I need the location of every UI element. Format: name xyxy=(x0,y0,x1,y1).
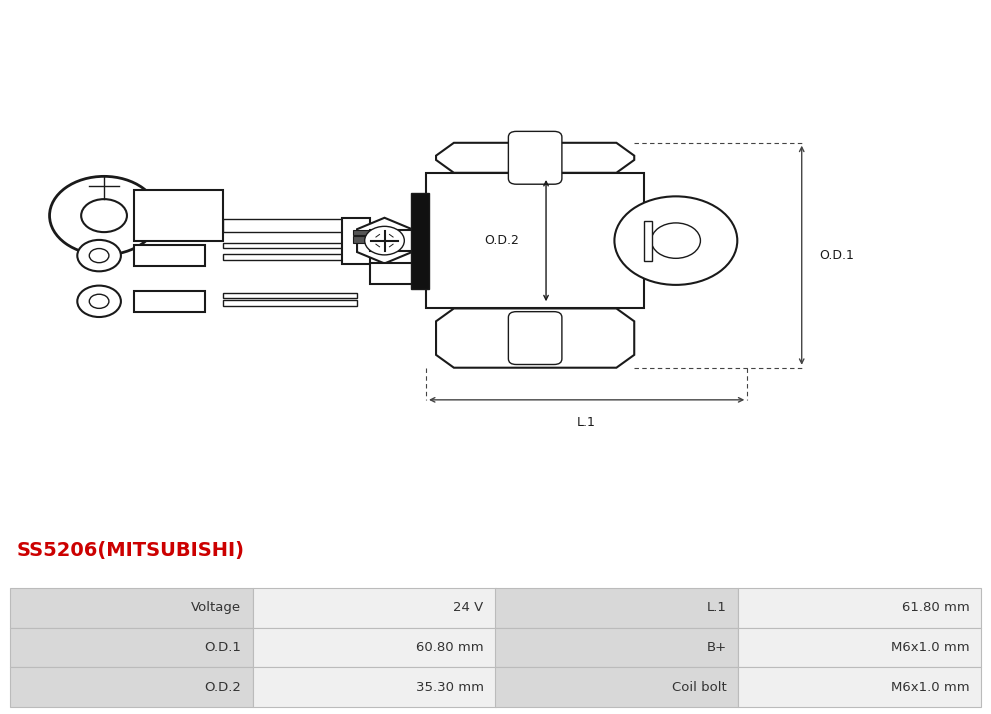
Bar xyxy=(353,230,370,235)
Circle shape xyxy=(365,226,404,255)
Bar xyxy=(738,588,981,628)
Bar xyxy=(496,668,738,707)
Circle shape xyxy=(77,286,121,317)
Bar xyxy=(10,628,253,668)
Circle shape xyxy=(77,240,121,271)
Polygon shape xyxy=(436,308,634,368)
Bar xyxy=(411,193,429,289)
Circle shape xyxy=(89,248,109,263)
Text: Voltage: Voltage xyxy=(191,601,241,614)
Polygon shape xyxy=(436,143,634,173)
Bar xyxy=(134,190,223,241)
Bar xyxy=(370,263,413,284)
Text: SS5206(MITSUBISHI): SS5206(MITSUBISHI) xyxy=(17,540,245,560)
Text: L.1: L.1 xyxy=(577,416,597,428)
FancyBboxPatch shape xyxy=(508,131,562,184)
Text: L.1: L.1 xyxy=(707,601,726,614)
Circle shape xyxy=(81,199,127,232)
Circle shape xyxy=(50,176,159,255)
Circle shape xyxy=(89,294,109,308)
Bar xyxy=(223,254,357,260)
Text: M6x1.0 mm: M6x1.0 mm xyxy=(891,680,969,693)
Text: Coil bolt: Coil bolt xyxy=(672,680,726,693)
Bar xyxy=(496,628,738,668)
Text: 61.80 mm: 61.80 mm xyxy=(902,601,969,614)
Bar xyxy=(496,588,738,628)
Bar xyxy=(738,628,981,668)
Bar xyxy=(223,293,357,298)
Text: 60.80 mm: 60.80 mm xyxy=(416,641,484,654)
Bar xyxy=(644,221,652,261)
Bar xyxy=(223,243,357,248)
Circle shape xyxy=(614,196,737,285)
Bar xyxy=(10,588,253,628)
Circle shape xyxy=(651,223,701,258)
Bar xyxy=(134,245,205,266)
Bar xyxy=(738,668,981,707)
Text: 24 V: 24 V xyxy=(454,601,484,614)
Text: B+: B+ xyxy=(707,641,726,654)
Bar xyxy=(353,236,370,243)
Bar xyxy=(223,300,357,306)
Bar xyxy=(134,291,205,312)
Bar xyxy=(426,173,644,308)
FancyBboxPatch shape xyxy=(508,311,562,364)
Bar xyxy=(253,668,496,707)
Text: O.D.1: O.D.1 xyxy=(204,641,241,654)
Text: 35.30 mm: 35.30 mm xyxy=(416,680,484,693)
Bar xyxy=(253,628,496,668)
Text: M6x1.0 mm: M6x1.0 mm xyxy=(891,641,969,654)
Text: O.D.2: O.D.2 xyxy=(484,234,519,247)
Bar xyxy=(223,219,357,232)
Text: O.D.1: O.D.1 xyxy=(820,248,854,262)
Bar xyxy=(342,218,370,264)
Polygon shape xyxy=(357,218,412,263)
Bar xyxy=(370,230,413,251)
Text: O.D.2: O.D.2 xyxy=(204,680,241,693)
Bar xyxy=(10,668,253,707)
Bar xyxy=(253,588,496,628)
